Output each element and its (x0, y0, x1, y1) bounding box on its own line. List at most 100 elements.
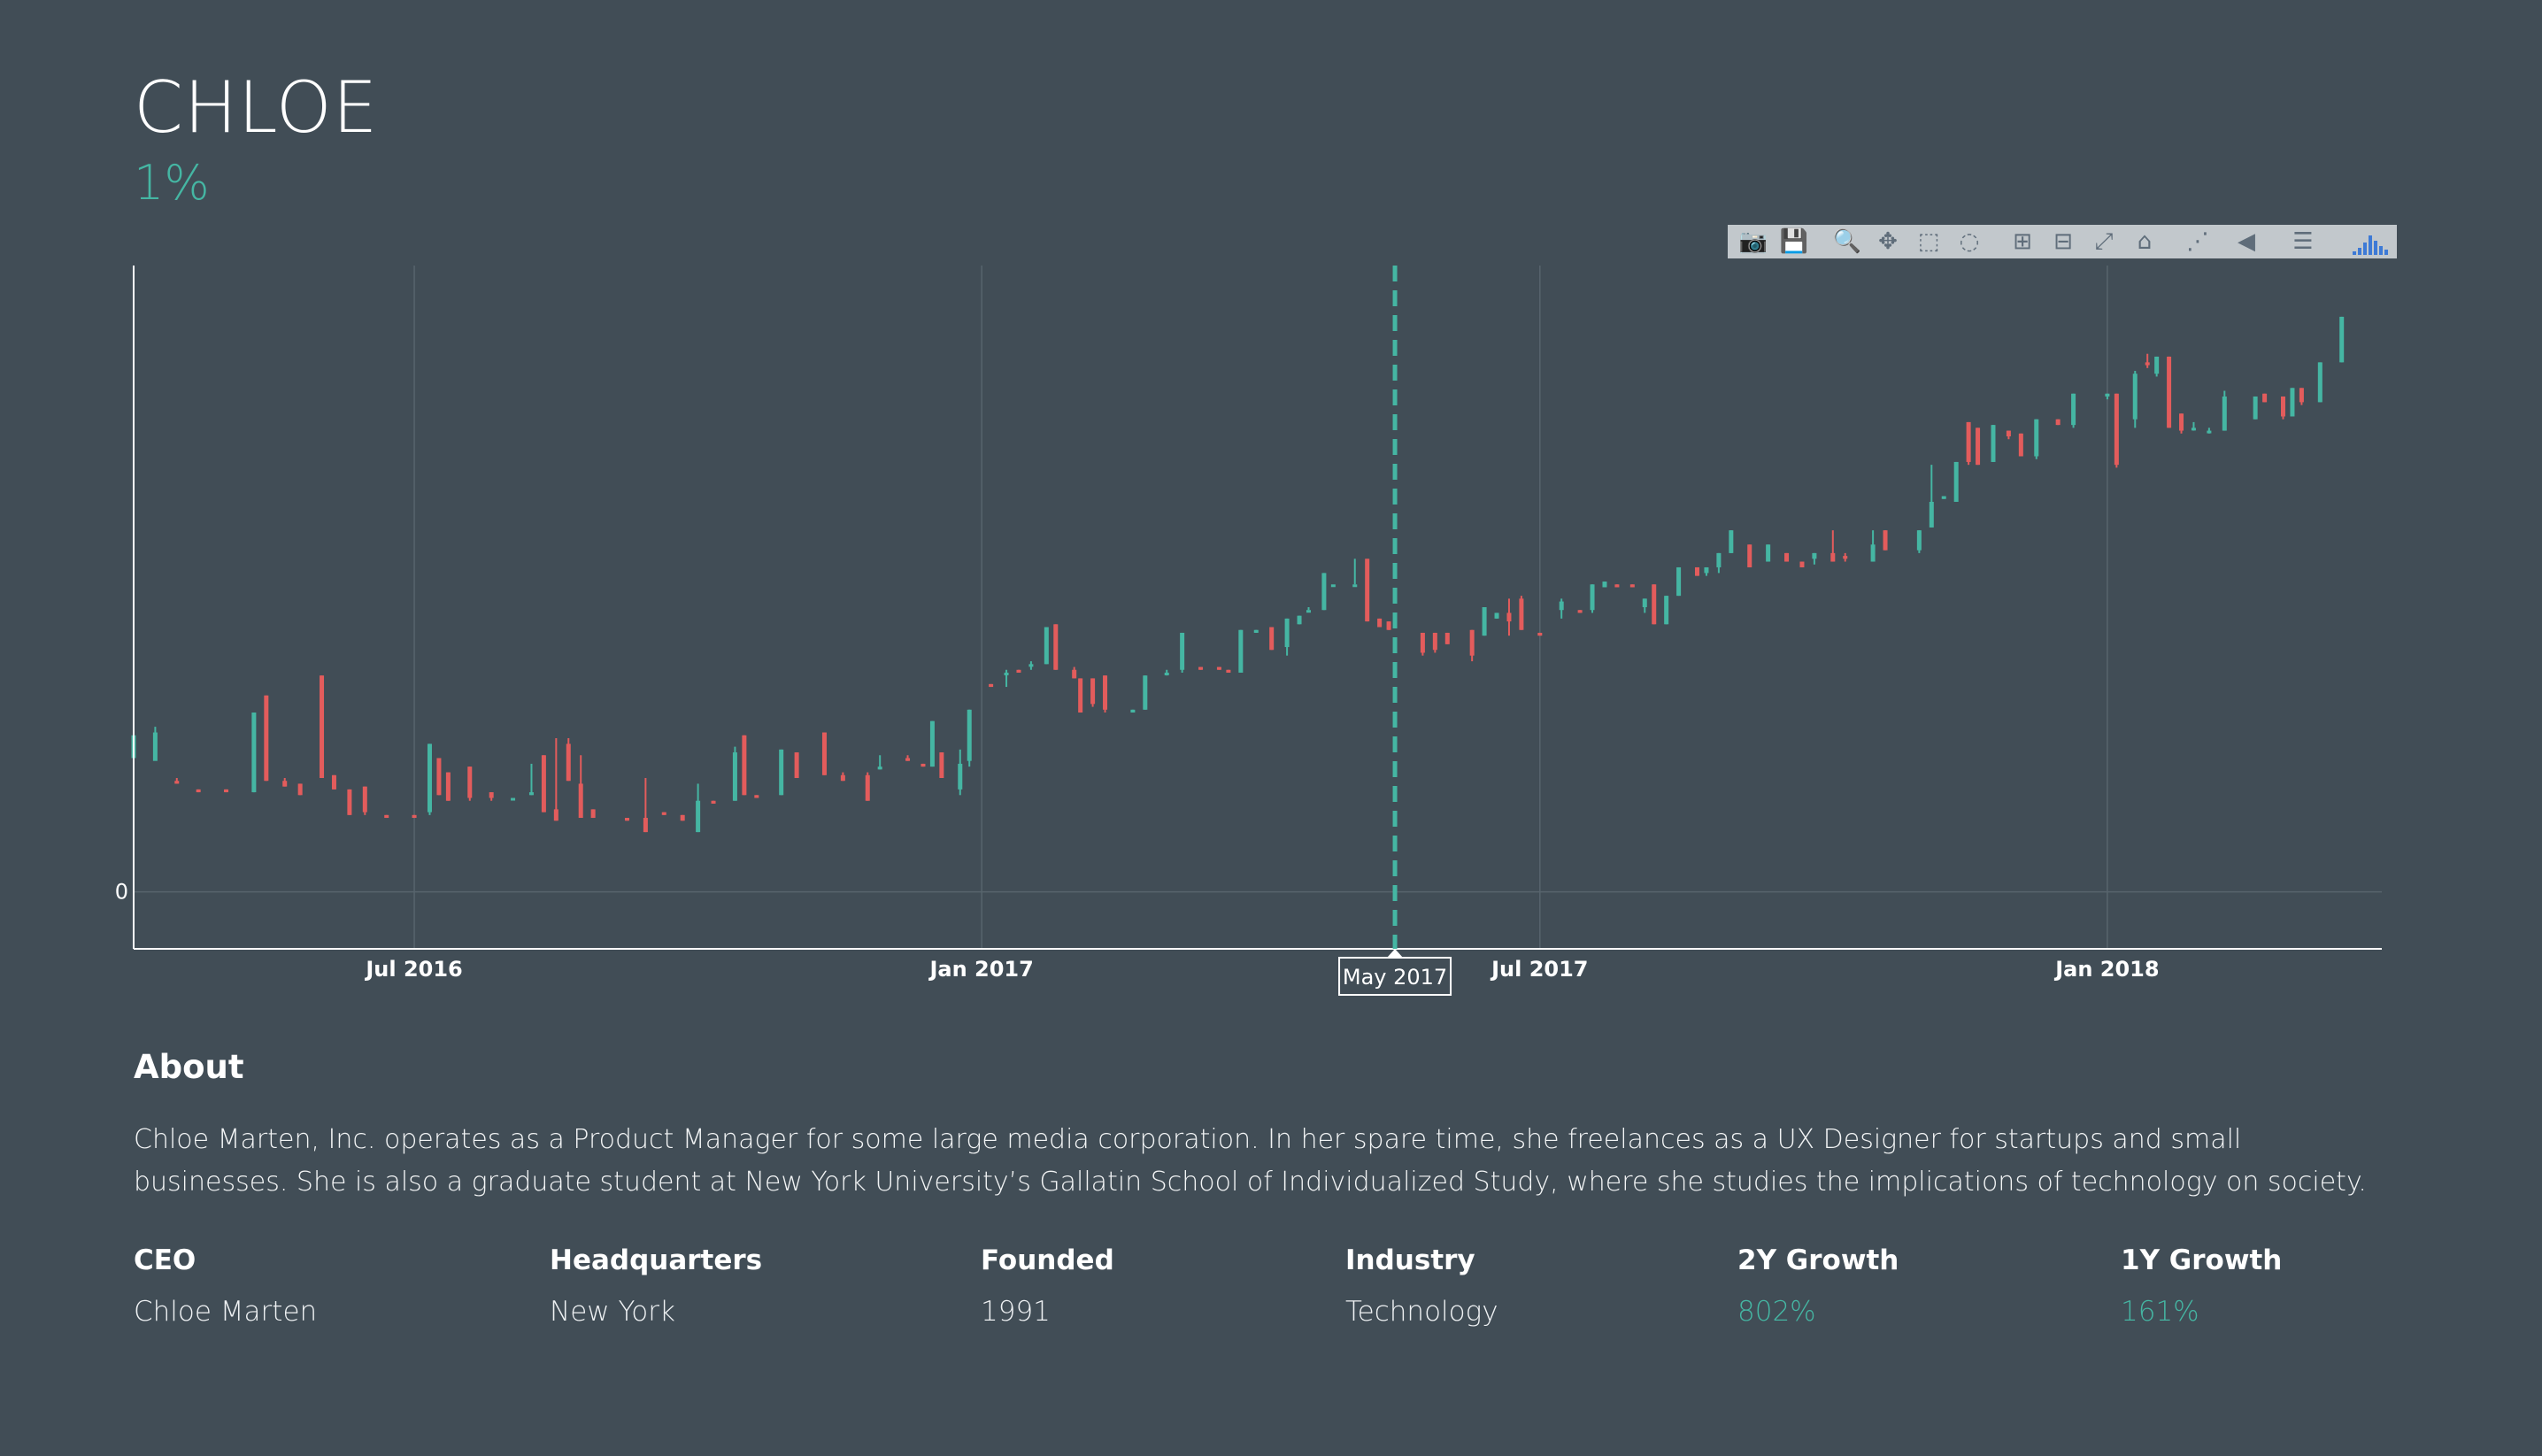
candle[interactable] (840, 772, 845, 782)
candle[interactable] (2262, 393, 2268, 403)
candle[interactable] (1044, 627, 1049, 665)
candle[interactable] (174, 778, 180, 784)
candle[interactable] (152, 727, 158, 761)
plotly-logo-icon[interactable] (2349, 225, 2393, 258)
candle[interactable] (445, 772, 451, 801)
candle[interactable] (2034, 419, 2039, 459)
candle[interactable] (1053, 624, 1059, 670)
candle[interactable] (224, 789, 229, 793)
candle[interactable] (2222, 390, 2227, 431)
candle[interactable] (528, 763, 534, 796)
candle[interactable] (2154, 356, 2160, 377)
candle[interactable] (1991, 425, 1996, 462)
candle[interactable] (1747, 544, 1752, 567)
candle[interactable] (1198, 666, 1204, 670)
hover-compare-icon[interactable]: ☰ (2292, 228, 2314, 255)
candle[interactable] (1843, 552, 1848, 562)
candle[interactable] (2253, 396, 2258, 420)
candle[interactable] (590, 809, 596, 819)
candle[interactable] (412, 814, 417, 819)
candle[interactable] (958, 749, 963, 796)
candle[interactable] (2018, 433, 2023, 457)
candle[interactable] (1976, 428, 1981, 466)
candle[interactable] (2299, 388, 2304, 405)
candle[interactable] (680, 814, 685, 821)
candle[interactable] (929, 720, 935, 767)
candle[interactable] (2167, 356, 2172, 428)
candle[interactable] (1365, 559, 1370, 622)
candle[interactable] (1103, 675, 1108, 713)
candle[interactable] (1469, 629, 1475, 662)
candle[interactable] (2191, 421, 2196, 431)
candle[interactable] (511, 797, 516, 801)
candle[interactable] (196, 789, 201, 793)
candle[interactable] (967, 709, 972, 767)
candle[interactable] (436, 758, 442, 796)
candle[interactable] (1642, 598, 1647, 613)
candle[interactable] (1652, 584, 1657, 625)
candle[interactable] (282, 778, 288, 787)
candle[interactable] (1253, 629, 1259, 633)
candle[interactable] (1297, 615, 1302, 625)
candle[interactable] (264, 695, 269, 782)
candle[interactable] (320, 675, 325, 778)
candle[interactable] (1559, 598, 1564, 619)
candle[interactable] (1883, 530, 1888, 551)
candle[interactable] (1729, 530, 1734, 553)
candle[interactable] (2281, 396, 2286, 420)
candle[interactable] (1284, 618, 1290, 656)
candle[interactable] (331, 774, 336, 790)
candle[interactable] (865, 772, 870, 801)
candle[interactable] (905, 755, 911, 761)
candle[interactable] (2055, 419, 2061, 426)
candle[interactable] (1577, 610, 1583, 613)
candle[interactable] (1330, 584, 1336, 588)
zoom-out-icon[interactable]: ⊟ (2053, 228, 2073, 255)
candle[interactable] (1830, 530, 1836, 562)
candle[interactable] (1941, 496, 1946, 499)
candle[interactable] (1704, 566, 1709, 576)
candle[interactable] (1143, 675, 1148, 710)
candle[interactable] (1929, 465, 1934, 528)
candle[interactable] (347, 789, 352, 815)
candle[interactable] (1164, 669, 1169, 676)
candle[interactable] (1130, 709, 1136, 713)
candle[interactable] (2145, 353, 2150, 368)
candle[interactable] (939, 752, 944, 778)
candle[interactable] (489, 792, 494, 801)
candle[interactable] (1078, 678, 1083, 713)
candle[interactable] (1966, 421, 1971, 466)
candle[interactable] (1090, 678, 1096, 707)
candle[interactable] (578, 755, 583, 819)
camera-icon[interactable]: 📷 (1738, 228, 1768, 255)
candle[interactable] (1676, 566, 1682, 597)
candle[interactable] (1629, 584, 1635, 588)
candle[interactable] (1537, 632, 1543, 636)
candle[interactable] (1716, 552, 1722, 574)
candle[interactable] (821, 732, 827, 775)
candle[interactable] (1386, 621, 1391, 630)
candle[interactable] (1420, 632, 1425, 656)
candles[interactable] (131, 316, 2345, 833)
candle[interactable] (1226, 669, 1231, 673)
candle[interactable] (624, 818, 629, 821)
candle[interactable] (661, 812, 666, 815)
candle[interactable] (2132, 371, 2138, 428)
candle[interactable] (2105, 393, 2110, 400)
candle[interactable] (696, 783, 701, 833)
candle[interactable] (1916, 530, 1922, 553)
candle[interactable] (1614, 584, 1620, 588)
candle[interactable] (1695, 566, 1700, 576)
zoom-icon[interactable]: 🔍 (1832, 228, 1862, 255)
candle[interactable] (553, 737, 558, 821)
candle[interactable] (1812, 552, 1817, 565)
candle[interactable] (2179, 413, 2184, 434)
candle[interactable] (427, 743, 432, 815)
candle[interactable] (1180, 632, 1185, 673)
zoom-in-icon[interactable]: ⊞ (2013, 228, 2032, 255)
candle[interactable] (1306, 607, 1311, 613)
candle[interactable] (1664, 596, 1669, 625)
candle[interactable] (297, 783, 303, 796)
candle[interactable] (732, 746, 737, 801)
candle[interactable] (1004, 669, 1009, 688)
